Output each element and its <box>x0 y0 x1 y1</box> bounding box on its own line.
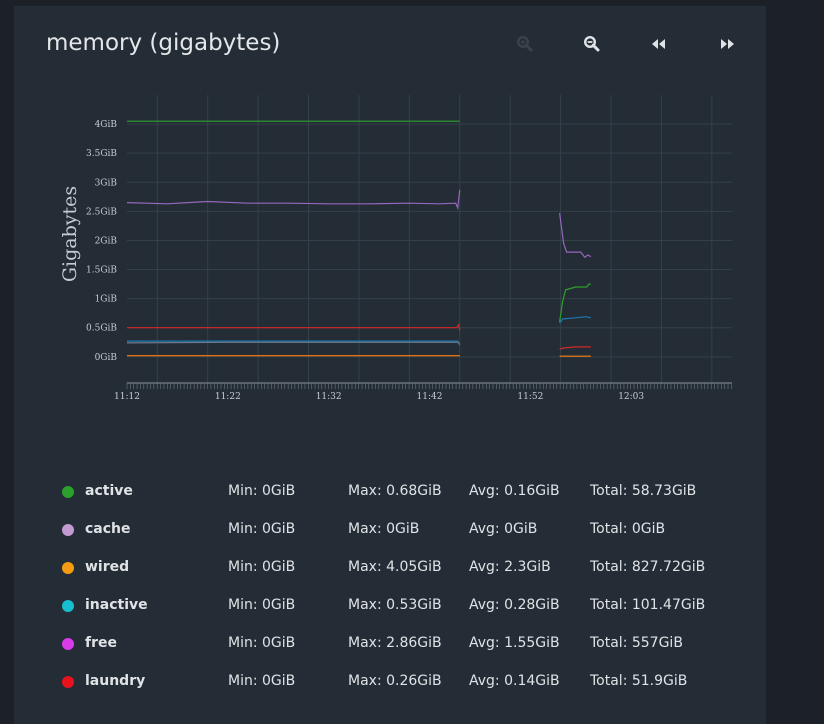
series-line-2 <box>559 346 591 350</box>
x-tick-label: 11:12 <box>114 392 140 402</box>
legend-min: Min: 0GiB <box>228 635 296 651</box>
chart-gridlines <box>127 95 732 383</box>
legend-color-dot <box>62 600 74 612</box>
legend-min: Min: 0GiB <box>228 673 296 689</box>
legend-max: Max: 0.53GiB <box>348 597 442 613</box>
series-line-4 <box>126 341 461 345</box>
legend-avg: Avg: 0GiB <box>469 521 538 537</box>
legend-max: Max: 0.26GiB <box>348 673 442 689</box>
rewind-button[interactable] <box>646 32 672 56</box>
memory-line-chart: 0GiB 0.5GiB 1GiB 1.5GiB 2GiB 2.5GiB 3GiB 3.5GiB… <box>59 95 732 402</box>
series-line-2 <box>127 323 461 331</box>
legend-color-dot <box>62 524 74 536</box>
x-tick-label: 12:03 <box>618 392 644 402</box>
legend-min: Min: 0GiB <box>228 483 296 499</box>
y-tick-label: 0.5GiB <box>86 324 117 334</box>
x-tick-label: 11:42 <box>417 392 443 402</box>
legend-series-name: wired <box>85 559 130 575</box>
chart-axes: 0GiB 0.5GiB 1GiB 1.5GiB 2GiB 2.5GiB 3GiB 3.5GiB… <box>86 120 732 402</box>
legend-series-name: free <box>85 635 117 651</box>
legend-series-name: laundry <box>85 673 146 689</box>
y-axis-label: Gigabytes <box>59 186 81 282</box>
widget-title: memory (gigabytes) <box>46 30 281 56</box>
y-tick-label: 2.5GiB <box>86 207 117 217</box>
y-tick-label: 1.5GiB <box>86 266 117 276</box>
legend-avg: Avg: 0.28GiB <box>469 597 560 613</box>
legend-row-free[interactable]: free Min: 0GiB Max: 2.86GiB Avg: 1.55GiB Tot… <box>60 632 760 656</box>
legend-total: Total: 58.73GiB <box>590 483 697 499</box>
y-tick-label: 0GiB <box>95 353 118 363</box>
legend-avg: Avg: 2.3GiB <box>469 559 551 575</box>
legend-row-wired[interactable]: wired Min: 0GiB Max: 4.05GiB Avg: 2.3GiB Tot… <box>60 556 760 580</box>
series-line-1 <box>559 213 592 259</box>
zoom-in-icon <box>516 35 533 52</box>
fast-forward-button[interactable] <box>714 32 740 56</box>
y-tick-label: 3GiB <box>95 178 118 188</box>
legend-total: Total: 827.72GiB <box>590 559 706 575</box>
x-tick-label: 11:22 <box>215 392 241 402</box>
chart-series <box>126 120 592 357</box>
legend-max: Max: 0GiB <box>348 521 420 537</box>
legend-total: Total: 51.9GiB <box>590 673 688 689</box>
zoom-out-button[interactable] <box>579 32 605 56</box>
y-tick-label: 4GiB <box>95 120 118 130</box>
legend-min: Min: 0GiB <box>228 597 296 613</box>
legend-color-dot <box>62 562 74 574</box>
legend-max: Max: 4.05GiB <box>348 559 442 575</box>
legend-series-name: active <box>85 483 133 499</box>
legend-color-dot <box>62 486 74 498</box>
legend-avg: Avg: 0.16GiB <box>469 483 560 499</box>
legend-row-laundry[interactable]: laundry Min: 0GiB Max: 0.26GiB Avg: 0.14GiB… <box>60 670 760 694</box>
legend-color-dot <box>62 676 74 688</box>
series-line-0 <box>559 283 591 322</box>
legend-max: Max: 0.68GiB <box>348 483 442 499</box>
zoom-in-button[interactable] <box>512 32 538 56</box>
legend-avg: Avg: 0.14GiB <box>469 673 560 689</box>
legend-row-cache[interactable]: cache Min: 0GiB Max: 0GiB Avg: 0GiB Total: 0… <box>60 518 760 542</box>
legend-row-active[interactable]: active Min: 0GiB Max: 0.68GiB Avg: 0.16GiB T… <box>60 480 760 504</box>
legend-avg: Avg: 1.55GiB <box>469 635 560 651</box>
legend-total: Total: 101.47GiB <box>590 597 706 613</box>
y-tick-label: 3.5GiB <box>86 149 117 159</box>
rewind-icon <box>652 39 665 49</box>
series-line-3 <box>559 316 591 324</box>
legend-max: Max: 2.86GiB <box>348 635 442 651</box>
legend-series-name: cache <box>85 521 131 537</box>
memory-widget-card: memory (gigabytes) 0GiB 0.5GiB 1GiB 1.5GiB 2… <box>14 6 766 724</box>
x-tick-label: 11:32 <box>316 392 342 402</box>
legend-total: Total: 557GiB <box>590 635 683 651</box>
x-tick-label: 11:52 <box>517 392 543 402</box>
y-tick-label: 1GiB <box>95 295 118 305</box>
legend-color-dot <box>62 638 74 650</box>
series-line-1 <box>126 189 461 211</box>
legend-series-name: inactive <box>85 597 148 613</box>
legend-row-inactive[interactable]: inactive Min: 0GiB Max: 0.53GiB Avg: 0.28Gi… <box>60 594 760 618</box>
fast-forward-icon <box>721 39 734 49</box>
legend-total: Total: 0GiB <box>590 521 666 537</box>
zoom-out-icon <box>583 35 600 52</box>
y-tick-label: 2GiB <box>95 236 118 246</box>
legend-min: Min: 0GiB <box>228 521 296 537</box>
legend-min: Min: 0GiB <box>228 559 296 575</box>
